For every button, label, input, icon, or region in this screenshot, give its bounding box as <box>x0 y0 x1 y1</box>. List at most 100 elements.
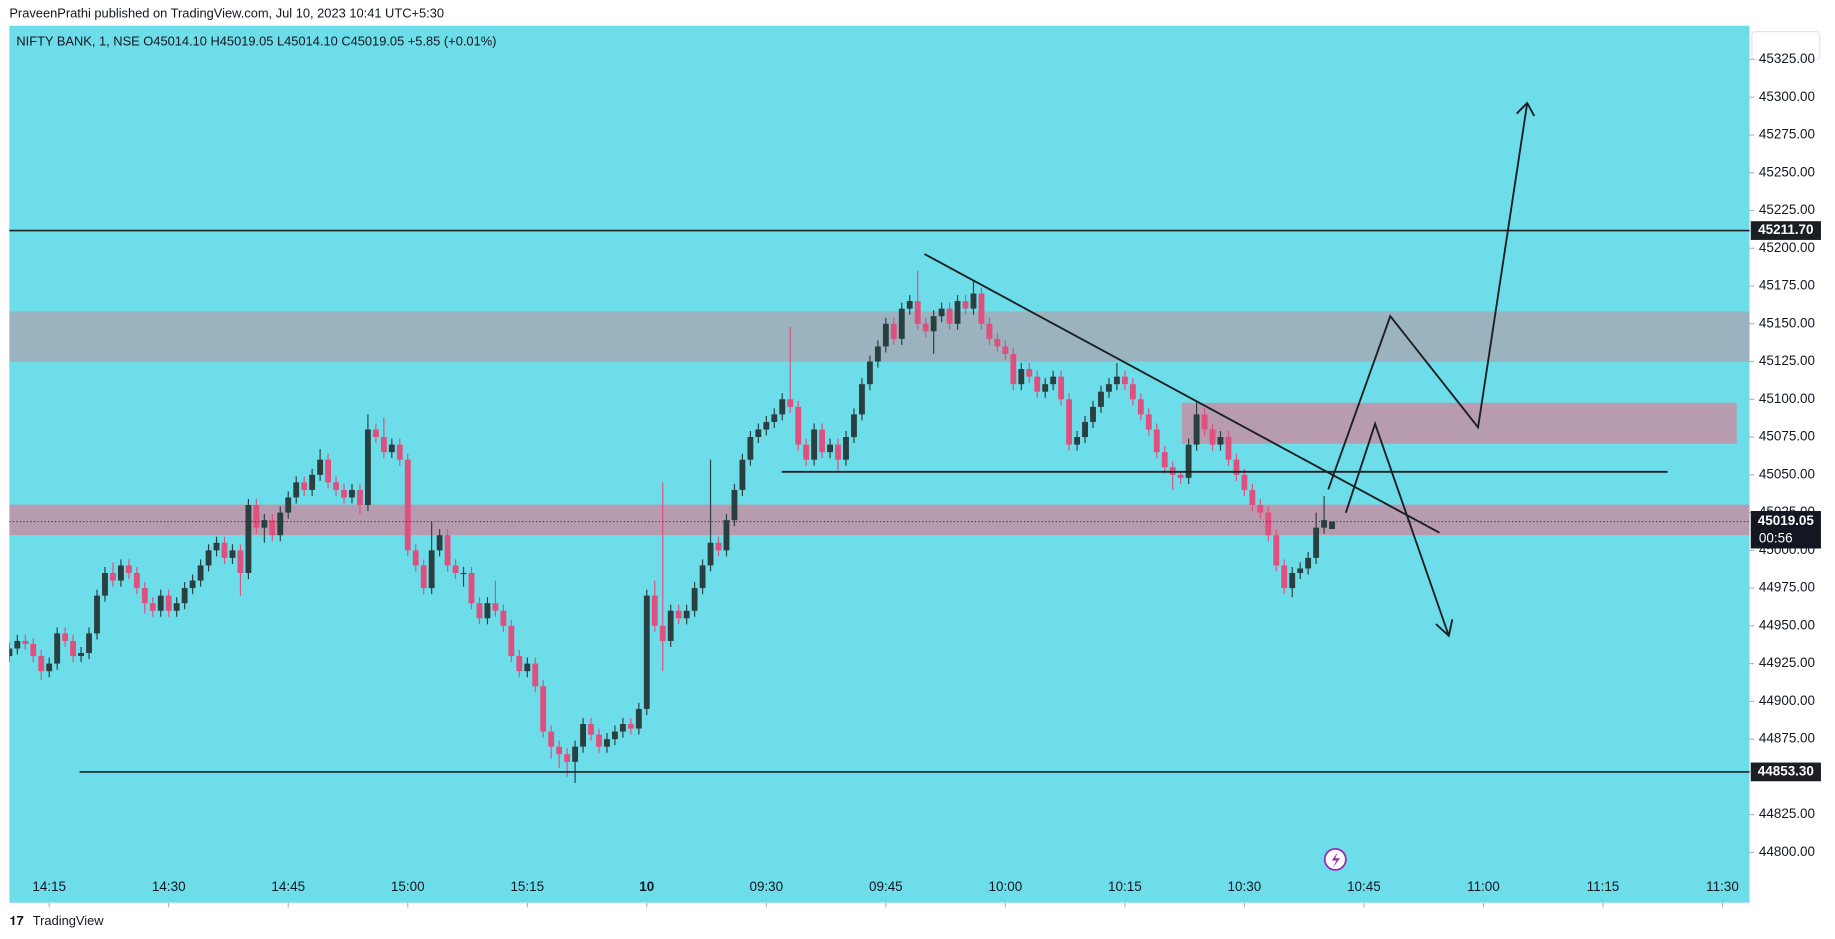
candle-body <box>301 482 308 490</box>
candle-body <box>404 459 411 551</box>
x-tick-label: 09:30 <box>749 879 783 894</box>
candle-body <box>349 489 355 498</box>
y-tick-label: 45125.00 <box>1759 353 1815 368</box>
candle-body <box>970 293 977 309</box>
y-tick-label: 44950.00 <box>1759 617 1815 632</box>
candle-body <box>325 459 332 483</box>
candle-body <box>309 474 316 490</box>
candle-body <box>1265 512 1272 536</box>
candle-body <box>157 595 164 611</box>
y-tick-label: 45075.00 <box>1759 429 1815 444</box>
candle-body <box>954 301 961 324</box>
candle-body <box>229 550 236 558</box>
candle-body <box>739 459 746 490</box>
price-label-box <box>1750 221 1821 240</box>
y-tick-label: 45275.00 <box>1759 127 1815 142</box>
candle-body <box>516 656 523 672</box>
candle-body <box>141 588 148 604</box>
candle-body <box>1018 369 1025 385</box>
candle-body <box>110 572 116 581</box>
candle-body <box>635 708 642 729</box>
candle-body <box>428 550 435 589</box>
zone-pink <box>9 504 1750 536</box>
candle-body <box>269 520 276 536</box>
candle-body <box>962 301 969 309</box>
candle-body <box>197 565 204 581</box>
candle-body <box>1002 346 1009 354</box>
x-tick-label: 11:30 <box>1706 879 1739 894</box>
candle-body <box>181 588 188 604</box>
candle-body <box>619 724 626 732</box>
arrowhead <box>1435 619 1454 638</box>
candle-body <box>492 603 499 611</box>
candle-body <box>667 610 674 641</box>
candle-body <box>1201 414 1208 430</box>
candle-body <box>380 437 387 453</box>
candle-body <box>604 739 610 747</box>
x-tick-label: 15:00 <box>391 879 425 894</box>
candle-body <box>78 653 84 657</box>
x-tick-label: 14:45 <box>271 879 305 894</box>
candle-body <box>54 633 61 664</box>
candle-body <box>827 444 833 453</box>
candle-body <box>564 754 571 762</box>
legend: NIFTY BANK, 1, NSE O45014.10 H45019.05 L… <box>16 34 496 49</box>
candle-body <box>588 724 594 735</box>
candle-body <box>779 399 786 415</box>
toolbar-button[interactable] <box>1751 31 1821 61</box>
candle-body <box>866 361 873 385</box>
x-tick-label: 10:30 <box>1228 879 1262 894</box>
candle-body <box>333 482 339 490</box>
candle-body <box>1090 406 1096 422</box>
candle-body <box>372 429 379 438</box>
y-tick-label: 45175.00 <box>1759 278 1815 293</box>
candle-body <box>165 595 172 611</box>
candle-body <box>1098 391 1104 407</box>
candle-body <box>643 595 650 709</box>
candle-body <box>1042 384 1049 392</box>
y-tick-label: 45150.00 <box>1759 315 1815 330</box>
candle-body <box>1313 527 1320 558</box>
candle-body <box>938 308 945 317</box>
price-label: 45211.70 <box>1758 222 1813 237</box>
zone-box <box>1181 402 1737 444</box>
price-axis <box>1749 25 1826 903</box>
candle-body <box>1305 557 1312 569</box>
candle-body <box>213 542 220 551</box>
x-tick-label: 15:15 <box>510 879 544 894</box>
x-tick-label: 14:30 <box>152 879 186 894</box>
candle-body <box>341 489 347 498</box>
candle-body <box>1026 369 1033 377</box>
countdown: 00:56 <box>1759 531 1793 546</box>
candle-body <box>755 429 762 438</box>
x-tick-label: 10:00 <box>989 879 1023 894</box>
x-tick-label: 10:15 <box>1108 879 1142 894</box>
y-tick-label: 44875.00 <box>1759 731 1815 746</box>
candle-body <box>1329 521 1335 530</box>
footer: TradingView <box>33 913 104 928</box>
candle-body <box>436 535 443 551</box>
arrowhead <box>1516 101 1536 117</box>
candle-body <box>675 610 682 619</box>
candle-body <box>22 640 29 644</box>
candle-body <box>715 542 722 551</box>
candle-body <box>747 437 754 460</box>
candle-body <box>1273 535 1280 566</box>
drawings <box>9 311 1750 536</box>
candle-body <box>1321 520 1328 528</box>
candle-body <box>1010 353 1017 385</box>
candle-body <box>1281 565 1288 589</box>
candle-body <box>1257 505 1264 513</box>
candle-body <box>803 444 810 460</box>
x-tick-label: 14:15 <box>32 879 66 894</box>
candle-body <box>524 663 531 672</box>
y-tick-label: 44800.00 <box>1759 844 1815 859</box>
candle-body <box>811 429 818 460</box>
candle-body <box>1185 444 1192 478</box>
y-tick-label: 44900.00 <box>1759 693 1815 708</box>
x-tick-label: 10:45 <box>1347 879 1381 894</box>
candle-body <box>1297 568 1304 573</box>
candle-body <box>364 429 371 506</box>
candle-body <box>102 572 108 596</box>
